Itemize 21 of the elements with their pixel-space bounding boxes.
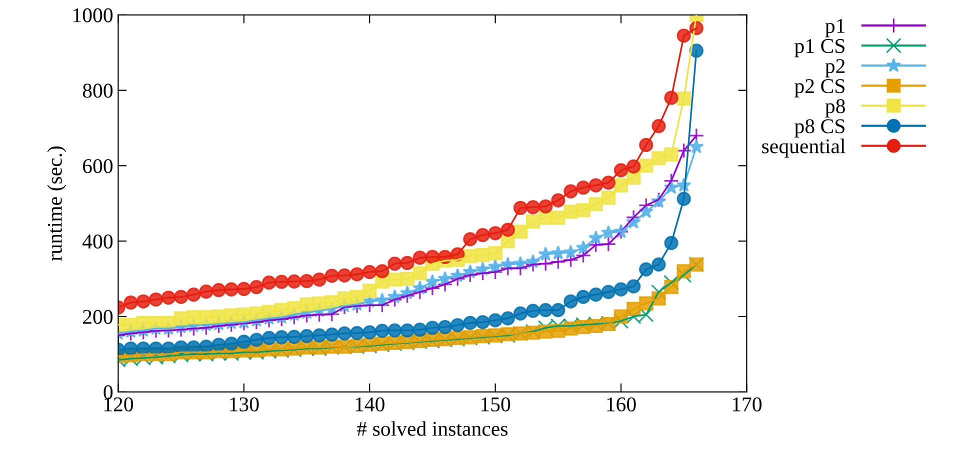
y-tick-label: 800 bbox=[82, 84, 113, 98]
y-tick-label: 200 bbox=[83, 310, 113, 324]
legend-label: p2 CS bbox=[794, 79, 844, 98]
x-tick-label: 120 bbox=[104, 397, 134, 412]
y-tick-label: 1000 bbox=[74, 8, 113, 22]
x-axis-title: # solved instances bbox=[357, 421, 508, 436]
legend-label: sequential bbox=[762, 138, 846, 158]
y-tick-label: 600 bbox=[82, 159, 113, 174]
x-tick-label: 130 bbox=[230, 397, 259, 412]
legend-label: p1 bbox=[825, 19, 844, 38]
legend-label: p8 CS bbox=[794, 119, 844, 138]
x-tick-label: 170 bbox=[732, 397, 762, 412]
y-tick-label: 0 bbox=[104, 385, 113, 400]
x-tick-label: 160 bbox=[607, 397, 636, 412]
x-tick-label: 150 bbox=[482, 397, 510, 412]
legend-label: p2 bbox=[825, 59, 845, 78]
legend-label: p1 CS bbox=[794, 39, 844, 58]
legend-label: p8 bbox=[825, 99, 845, 118]
x-tick-label: 140 bbox=[356, 397, 384, 412]
y-tick-label: 400 bbox=[82, 234, 113, 249]
y-axis-title: runtime (sec.) bbox=[47, 146, 66, 261]
